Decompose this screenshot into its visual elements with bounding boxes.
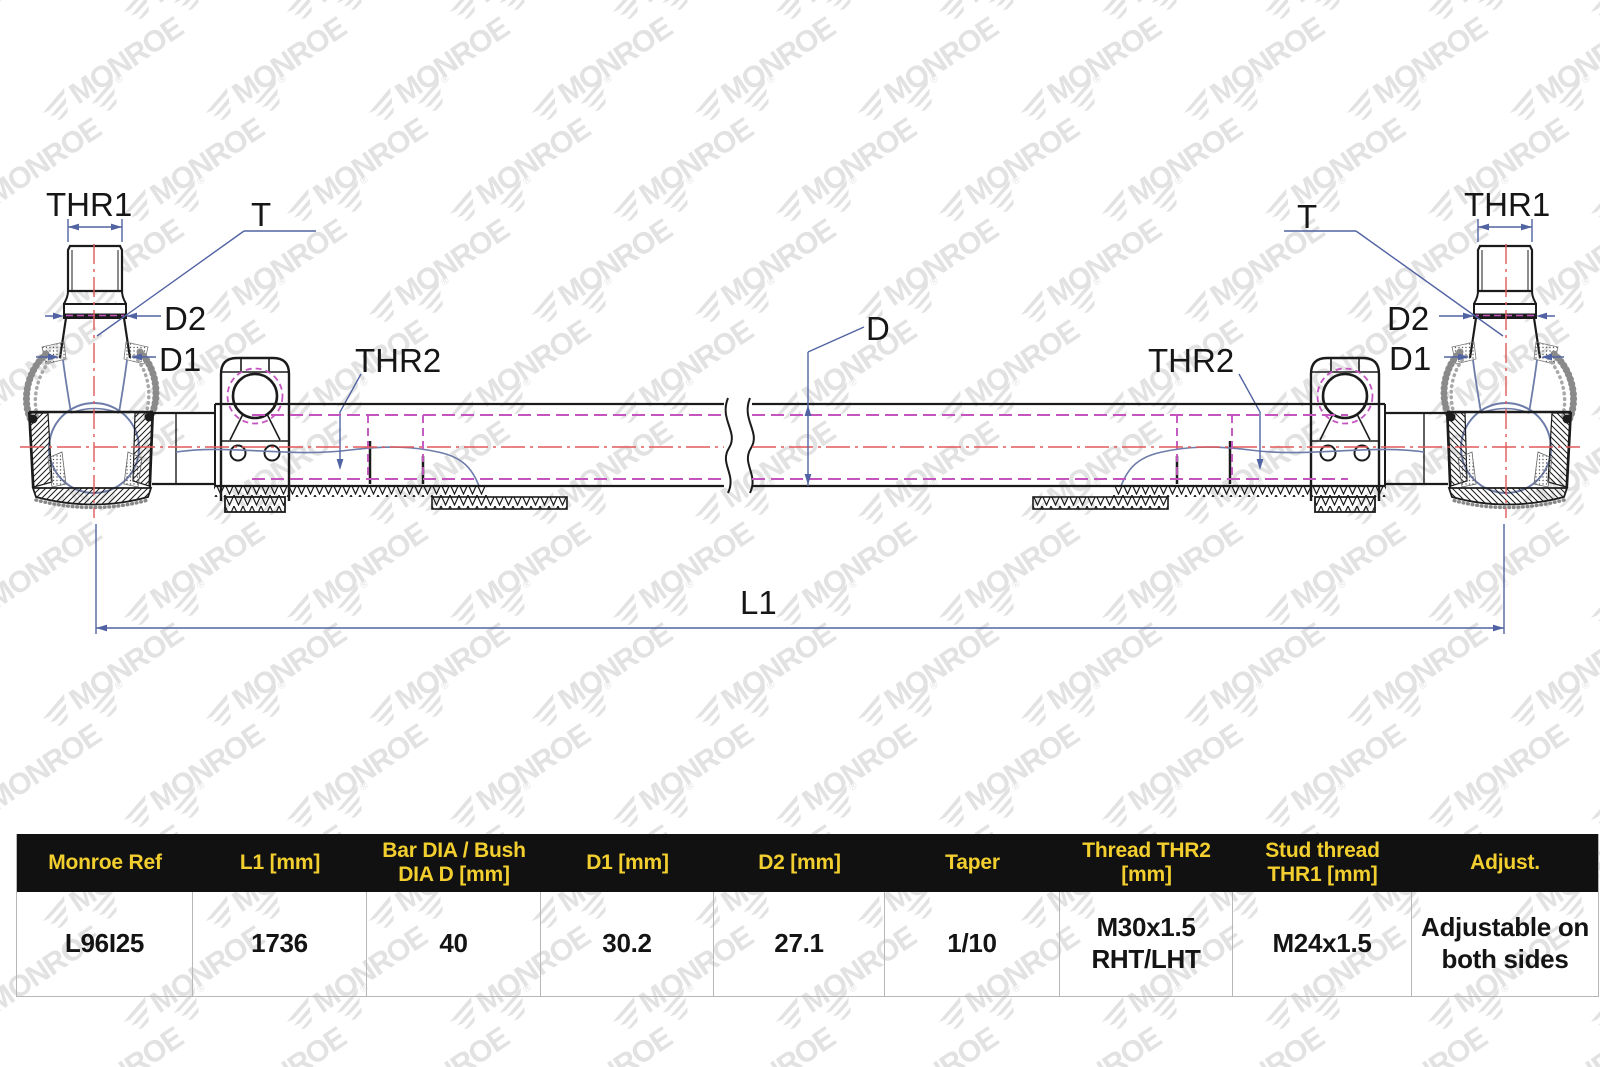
label-thr2-left: THR2 xyxy=(355,342,441,379)
column-header-0: Monroe Ref xyxy=(17,834,193,892)
label-t-right: T xyxy=(1297,198,1317,235)
column-header-1: L1 [mm] xyxy=(193,834,367,892)
table-cell-1: 1736 xyxy=(193,892,367,997)
technical-drawing: THR1 T D2 D1 THR2 D L1 THR2 T THR1 D2 D1 xyxy=(20,186,1580,800)
label-d1-right: D1 xyxy=(1389,340,1431,377)
label-d2-left: D2 xyxy=(164,300,206,337)
table-cell-8: Adjustable on both sides xyxy=(1412,892,1598,997)
d-dimension xyxy=(804,326,865,486)
table-cell-0: L96I25 xyxy=(17,892,193,997)
label-thr1-right: THR1 xyxy=(1464,186,1550,223)
column-header-5: Taper xyxy=(885,834,1060,892)
l1-dimension xyxy=(96,624,1504,632)
column-header-3: D1 [mm] xyxy=(541,834,714,892)
label-l1: L1 xyxy=(740,584,777,621)
column-header-6: Thread THR2 [mm] xyxy=(1060,834,1233,892)
table-cell-2: 40 xyxy=(367,892,541,997)
spec-table: Monroe Ref L1 [mm] Bar DIA / Bush DIA D [m… xyxy=(16,834,1599,997)
column-header-8: Adjust. xyxy=(1412,834,1598,892)
table-cell-4: 27.1 xyxy=(714,892,885,997)
label-thr2-right: THR2 xyxy=(1148,342,1234,379)
right-ball-joint-assembly xyxy=(1033,219,1574,634)
left-ball-joint-assembly xyxy=(26,219,567,634)
table-cell-3: 30.2 xyxy=(541,892,714,997)
column-header-2: Bar DIA / Bush DIA D [mm] xyxy=(367,834,541,892)
table-cell-6: M30x1.5 RHT/LHT xyxy=(1060,892,1233,997)
label-t-left: T xyxy=(251,196,271,233)
column-header-7: Stud thread THR1 [mm] xyxy=(1233,834,1412,892)
column-header-4: D2 [mm] xyxy=(714,834,885,892)
table-cell-5: 1/10 xyxy=(885,892,1060,997)
label-thr1-left: THR1 xyxy=(46,186,132,223)
table-cell-7: M24x1.5 xyxy=(1233,892,1412,997)
label-d1-left: D1 xyxy=(159,341,201,378)
center-rod xyxy=(20,367,1580,494)
label-d-center: D xyxy=(866,310,890,347)
label-d2-right: D2 xyxy=(1387,300,1429,337)
